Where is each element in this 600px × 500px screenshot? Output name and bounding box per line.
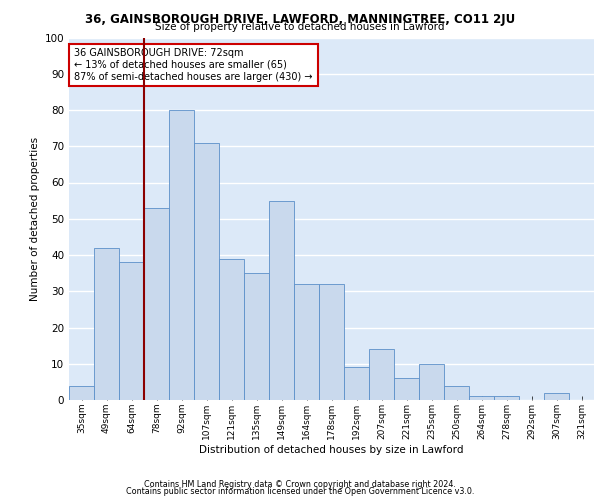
Bar — [494, 396, 519, 400]
Bar — [394, 378, 419, 400]
Text: Contains HM Land Registry data © Crown copyright and database right 2024.: Contains HM Land Registry data © Crown c… — [144, 480, 456, 489]
Bar — [544, 393, 569, 400]
Text: Size of property relative to detached houses in Lawford: Size of property relative to detached ho… — [155, 22, 445, 32]
Bar — [244, 273, 269, 400]
Bar — [419, 364, 444, 400]
Bar — [219, 258, 244, 400]
Bar — [94, 248, 119, 400]
Bar — [269, 200, 294, 400]
Bar — [319, 284, 344, 400]
Text: Contains public sector information licensed under the Open Government Licence v3: Contains public sector information licen… — [126, 487, 474, 496]
Bar — [69, 386, 94, 400]
Text: 36 GAINSBOROUGH DRIVE: 72sqm
← 13% of detached houses are smaller (65)
87% of se: 36 GAINSBOROUGH DRIVE: 72sqm ← 13% of de… — [74, 48, 313, 82]
Bar — [119, 262, 144, 400]
X-axis label: Distribution of detached houses by size in Lawford: Distribution of detached houses by size … — [199, 444, 464, 454]
Bar — [294, 284, 319, 400]
Y-axis label: Number of detached properties: Number of detached properties — [31, 136, 40, 301]
Bar — [194, 142, 219, 400]
Text: 36, GAINSBOROUGH DRIVE, LAWFORD, MANNINGTREE, CO11 2JU: 36, GAINSBOROUGH DRIVE, LAWFORD, MANNING… — [85, 12, 515, 26]
Bar — [444, 386, 469, 400]
Bar — [144, 208, 169, 400]
Bar — [469, 396, 494, 400]
Bar — [169, 110, 194, 400]
Bar — [344, 368, 369, 400]
Bar — [369, 349, 394, 400]
